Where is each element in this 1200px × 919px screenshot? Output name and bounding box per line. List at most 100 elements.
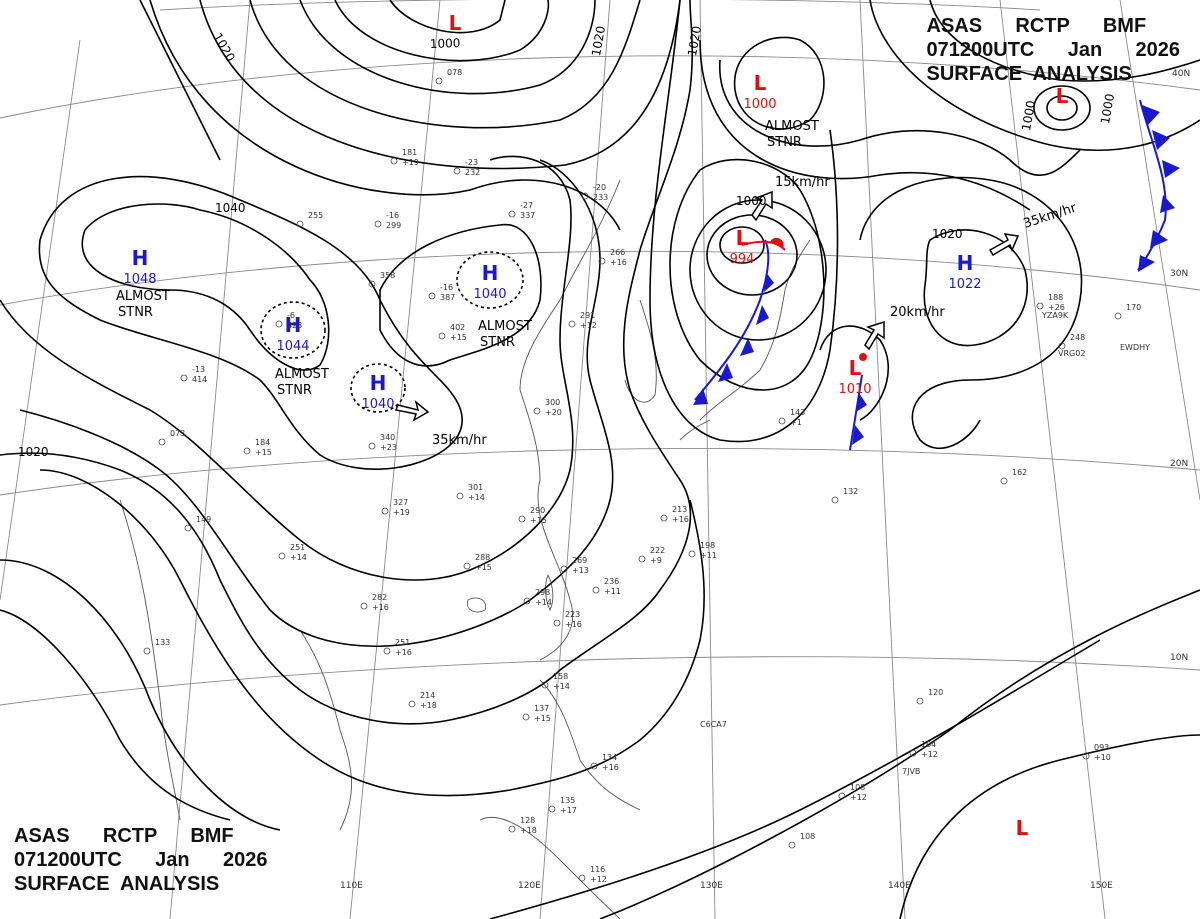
station-marker [1036,302,1044,310]
station-marker [453,167,461,175]
station-value: 132 [843,487,858,496]
isobar-north-2 [334,0,550,62]
meridian-160e [1119,0,1200,501]
station-marker [590,762,598,770]
station-marker [548,805,556,813]
coastlines [119,179,811,919]
station-marker [560,565,568,573]
station-marker [660,514,668,522]
isobar-ne-low-1000 [733,36,825,130]
station-value: -6 [287,311,295,320]
station-marker [383,647,391,655]
station-marker [568,320,576,328]
station-value: -20 [593,183,606,192]
taiwan [545,574,554,612]
station-value: +9 [650,556,662,565]
motion-arrow [864,320,885,351]
station-marker [838,792,846,800]
station-marker [374,220,382,228]
central-pressure: 1010 [838,382,871,397]
station-value: 093 [1094,743,1109,752]
meridian-100e [169,0,251,919]
isobar-1010-b [0,559,281,831]
header-station-line: ASAS RCTP BMF [926,15,1147,37]
station-value: +16 [602,763,619,772]
station-value: 251 [290,543,305,552]
hainan [467,597,486,613]
isobar-label: 1040 [215,201,246,215]
station-marker [688,550,696,558]
station-value: 162 [1012,468,1027,477]
station-marker [592,586,600,594]
station-marker [909,749,917,757]
central-pressure: 1022 [948,277,981,292]
station-value: +10 [1094,753,1111,762]
philippines [539,679,641,811]
station-value: +20 [545,408,562,417]
station-value: 222 [650,546,665,555]
lon-label: 150E [1090,881,1113,891]
motion-label: 20km/hr [890,305,945,320]
station-value: 128 [520,816,535,825]
isobar-label: 1020 [685,25,704,58]
almost-stationary-note: STNR [480,335,515,350]
parallel-20n [0,448,1200,496]
station-marker [1082,752,1090,760]
warm-front-bump [770,237,784,248]
meridian-150e [999,0,1106,919]
station-value: 134 [602,753,617,762]
station-value: +12 [921,750,938,759]
high-pressure-marker: H [285,313,302,337]
station-value: 120 [928,688,943,697]
central-pressure: 1000 [743,97,776,112]
station-marker [638,555,646,563]
ship-id: EWDHY [1120,343,1150,352]
station-value: 078 [447,68,462,77]
station-value: +19 [402,158,419,167]
lon-label: 110E [340,881,363,891]
fronts [693,99,1180,451]
station-value: +16 [395,648,412,657]
parallel-10n [0,656,1200,706]
graticule-labels: 110E 120E 130E 140E 150E 40N 30N 20N 10N [340,69,1190,891]
station-value: 269 [572,556,587,565]
station-marker [778,417,786,425]
station-value: 116 [590,865,605,874]
chart-header-top: ASAS RCTP BMF 071200UTC Jan 2026 SURFACE… [927,14,1180,86]
chart-header-bottom: ASAS RCTP BMF 071200UTC Jan 2026 SURFACE… [14,824,267,896]
station-value: +12 [850,793,867,802]
station-value: 108 [800,832,815,841]
lat-label: 20N [1170,459,1188,469]
motion-arrow [751,190,773,222]
isobar-ne-2 [699,39,1031,211]
front-triangle [693,388,708,405]
isobar-1030-west [38,175,464,470]
station-value: 290 [530,506,545,515]
isobar-1040-west [81,203,330,371]
low-pressure-marker: L [449,11,462,35]
station-value: +11 [604,587,621,596]
isobar-north-5 [199,0,681,170]
station-value: 251 [395,638,410,647]
station-value: +16 [372,603,389,612]
high-pressure-marker: H [132,246,149,270]
station-marker [408,700,416,708]
header-time-line: 071200UTC Jan 2026 [14,849,268,871]
isobar-north-4 [249,0,641,129]
station-marker [296,220,304,228]
isobar-low-japan-3 [689,199,827,341]
high-pressure-marker: H [370,371,387,395]
isobar-1020-left [139,0,221,161]
station-value: +18 [520,826,537,835]
isobar-far-ne-b [929,0,1200,82]
almost-stationary-note: STNR [118,305,153,320]
meridian-130e [699,0,716,919]
almost-stationary-note: STNR [277,383,312,398]
almost-stationary-note: STNR [767,135,802,150]
station-marker [598,257,606,265]
cold-front-japan [694,239,770,401]
isobar-east-outer [859,176,1083,450]
station-value: 143 [790,408,805,417]
high-pressure-marker: H [482,261,499,285]
